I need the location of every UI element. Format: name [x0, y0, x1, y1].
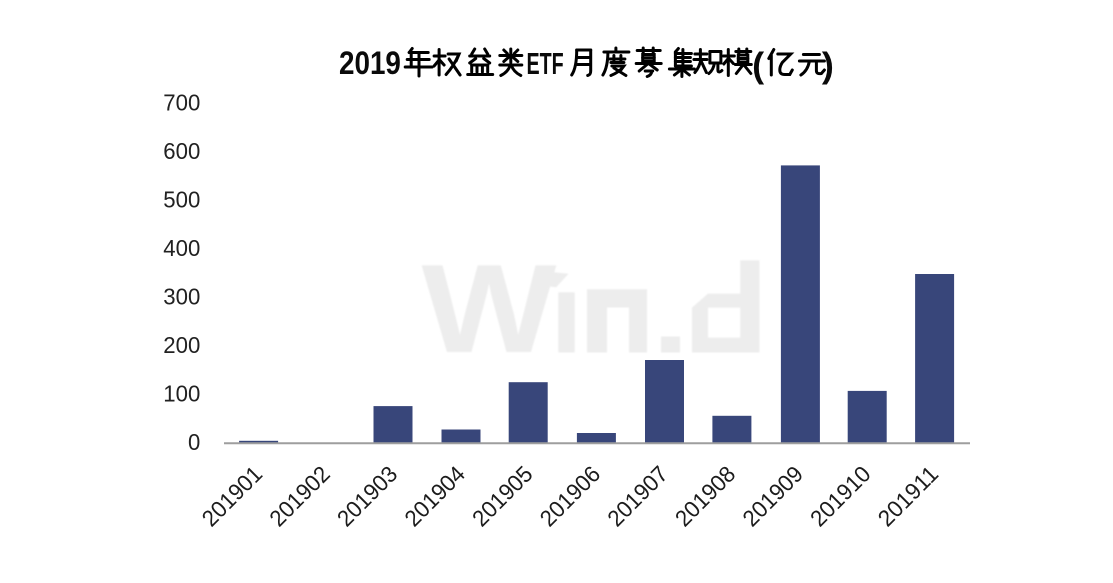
svg-text:): ) — [822, 46, 834, 85]
svg-text:100: 100 — [163, 381, 200, 407]
svg-text:400: 400 — [163, 235, 200, 261]
svg-text:(: ( — [752, 46, 764, 85]
svg-text:2019: 2019 — [339, 45, 401, 81]
svg-text:ETF: ETF — [527, 46, 564, 81]
svg-text:500: 500 — [163, 187, 200, 213]
svg-text:300: 300 — [163, 284, 200, 310]
svg-text:600: 600 — [163, 138, 200, 164]
svg-text:W: W — [422, 238, 557, 379]
svg-text:0: 0 — [188, 429, 200, 455]
svg-text:200: 200 — [163, 332, 200, 358]
svg-text:700: 700 — [163, 90, 200, 116]
